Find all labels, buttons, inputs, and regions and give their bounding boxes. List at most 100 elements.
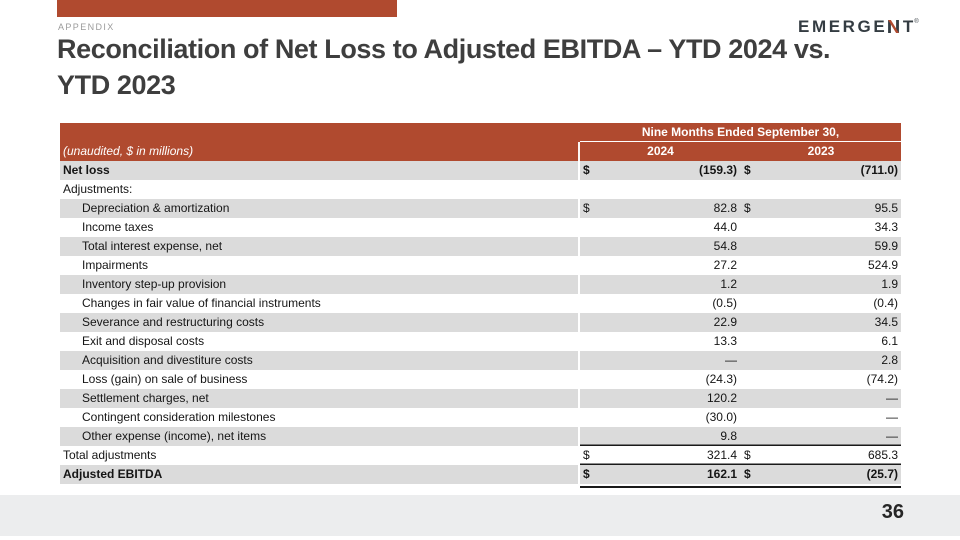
dollar-sign-2024 xyxy=(580,408,596,427)
table-row: Impairments 27.2 524.9 xyxy=(60,256,901,275)
table-row: Income taxes 44.0 34.3 xyxy=(60,218,901,237)
table-body: Net loss $ (159.3) $ (711.0) Adjustments: Depr… xyxy=(60,161,901,484)
row-values: (0.5) (0.4) xyxy=(580,294,901,313)
table-header-period-row: Nine Months Ended September 30, xyxy=(60,123,901,142)
dollar-sign-2024 xyxy=(580,427,596,446)
dollar-sign-2023 xyxy=(741,408,757,427)
dollar-sign-2024 xyxy=(580,351,596,370)
table-header-year-row: (unaudited, $ in millions) 2024 2023 xyxy=(60,142,901,161)
footer-band xyxy=(0,495,960,536)
value-2024: 1.2 xyxy=(720,277,737,291)
page-title: Reconciliation of Net Loss to Adjusted E… xyxy=(57,31,937,103)
row-values: 1.2 1.9 xyxy=(580,275,901,294)
column-header-2023: 2023 xyxy=(807,144,835,158)
unaudited-note: (unaudited, $ in millions) xyxy=(60,142,580,161)
dollar-sign-2024 xyxy=(580,256,596,275)
value-2023: 34.5 xyxy=(874,315,898,329)
value-2023: (25.7) xyxy=(866,467,898,481)
value-2024: 321.4 xyxy=(706,448,737,462)
value-2023: (0.4) xyxy=(873,296,898,310)
table-row: Acquisition and divestiture costs — 2.8 xyxy=(60,351,901,370)
value-2023: (711.0) xyxy=(860,163,898,177)
logo-text-right: T xyxy=(902,17,914,36)
value-2023: (74.2) xyxy=(866,372,898,386)
value-2023: — xyxy=(886,410,898,424)
table-row: Inventory step-up provision 1.2 1.9 xyxy=(60,275,901,294)
dollar-sign-2023: $ xyxy=(744,467,751,481)
value-2023: 685.3 xyxy=(867,448,898,462)
logo-trademark-icon: ® xyxy=(914,19,919,25)
period-header: Nine Months Ended September 30, xyxy=(580,123,901,142)
page-title-line1: Reconciliation of Net Loss to Adjusted E… xyxy=(57,34,831,64)
dollar-sign-2023 xyxy=(741,389,757,408)
table-row: Exit and disposal costs 13.3 6.1 xyxy=(60,332,901,351)
row-label: Impairments xyxy=(60,256,580,275)
accent-top-bar xyxy=(57,0,397,17)
dollar-sign-2024 xyxy=(580,370,596,389)
row-label: Severance and restructuring costs xyxy=(60,313,580,332)
table-row: Other expense (income), net items 9.8 — xyxy=(60,427,901,446)
value-2023: — xyxy=(886,391,898,405)
value-2024: (24.3) xyxy=(705,372,737,386)
row-label: Adjusted EBITDA xyxy=(60,465,580,484)
section-kicker: APPENDIX xyxy=(58,22,115,32)
dollar-sign-2024 xyxy=(580,218,596,237)
table-row: Contingent consideration milestones (30.0… xyxy=(60,408,901,427)
column-header-2024: 2024 xyxy=(647,144,674,158)
row-label: Exit and disposal costs xyxy=(60,332,580,351)
dollar-sign-2024 xyxy=(580,389,596,408)
row-values: $82.8 $95.5 xyxy=(580,199,901,218)
row-label: Income taxes xyxy=(60,218,580,237)
row-values: 27.2 524.9 xyxy=(580,256,901,275)
value-2024: — xyxy=(725,353,737,367)
row-values: $ (159.3) $ (711.0) xyxy=(580,161,901,180)
dollar-sign-2023 xyxy=(741,294,757,313)
row-values: — 2.8 xyxy=(580,351,901,370)
value-2023: 59.9 xyxy=(874,239,898,253)
value-2024: 82.8 xyxy=(713,201,737,215)
row-values: (30.0) — xyxy=(580,408,901,427)
table-row: Settlement charges, net 120.2 — xyxy=(60,389,901,408)
value-2024: 22.9 xyxy=(713,315,737,329)
dollar-sign-2024 xyxy=(580,180,596,199)
row-values: $162.1 $ (25.7) xyxy=(580,465,901,484)
table-row: Net loss $ (159.3) $ (711.0) xyxy=(60,161,901,180)
value-2023: 2.8 xyxy=(881,353,898,367)
dollar-sign-2023 xyxy=(741,351,757,370)
table-row: Total adjustments $321.4 $685.3 xyxy=(60,446,901,465)
row-label: Contingent consideration milestones xyxy=(60,408,580,427)
dollar-sign-2023 xyxy=(741,332,757,351)
dollar-sign-2024 xyxy=(580,294,596,313)
page-number: 36 xyxy=(881,501,904,523)
dollar-sign-2024 xyxy=(580,332,596,351)
dollar-sign-2023 xyxy=(741,218,757,237)
value-2024: 54.8 xyxy=(713,239,737,253)
dollar-sign-2024: $ xyxy=(583,163,590,177)
dollar-sign-2023 xyxy=(741,370,757,389)
dollar-sign-2023 xyxy=(741,256,757,275)
value-2024: 120.2 xyxy=(706,391,737,405)
value-2023 xyxy=(757,180,901,199)
table-row: Total interest expense, net 54.8 59.9 xyxy=(60,237,901,256)
dollar-sign-2023: $ xyxy=(744,201,751,215)
value-2024: 162.1 xyxy=(706,467,737,481)
logo-n-red-diagonal-icon xyxy=(887,18,903,33)
reconciliation-table: Nine Months Ended September 30, (unaudit… xyxy=(60,123,901,488)
value-2023: 6.1 xyxy=(881,334,898,348)
adjusted-ebitda-double-underline xyxy=(580,485,901,488)
row-label: Total adjustments xyxy=(60,446,580,465)
dollar-sign-2023 xyxy=(741,275,757,294)
row-label: Adjustments: xyxy=(60,180,580,199)
row-label: Acquisition and divestiture costs xyxy=(60,351,580,370)
row-label: Inventory step-up provision xyxy=(60,275,580,294)
row-label: Settlement charges, net xyxy=(60,389,580,408)
dollar-sign-2023 xyxy=(741,180,757,199)
value-2023: 34.3 xyxy=(874,220,898,234)
row-values: 9.8 — xyxy=(580,427,901,446)
table-row: Changes in fair value of financial instr… xyxy=(60,294,901,313)
table-row: Adjustments: xyxy=(60,180,901,199)
dollar-sign-2024 xyxy=(580,275,596,294)
emergent-logo: EMERGE T ® xyxy=(798,18,919,35)
value-2024: (159.3) xyxy=(698,163,737,177)
row-label: Other expense (income), net items xyxy=(60,427,580,446)
